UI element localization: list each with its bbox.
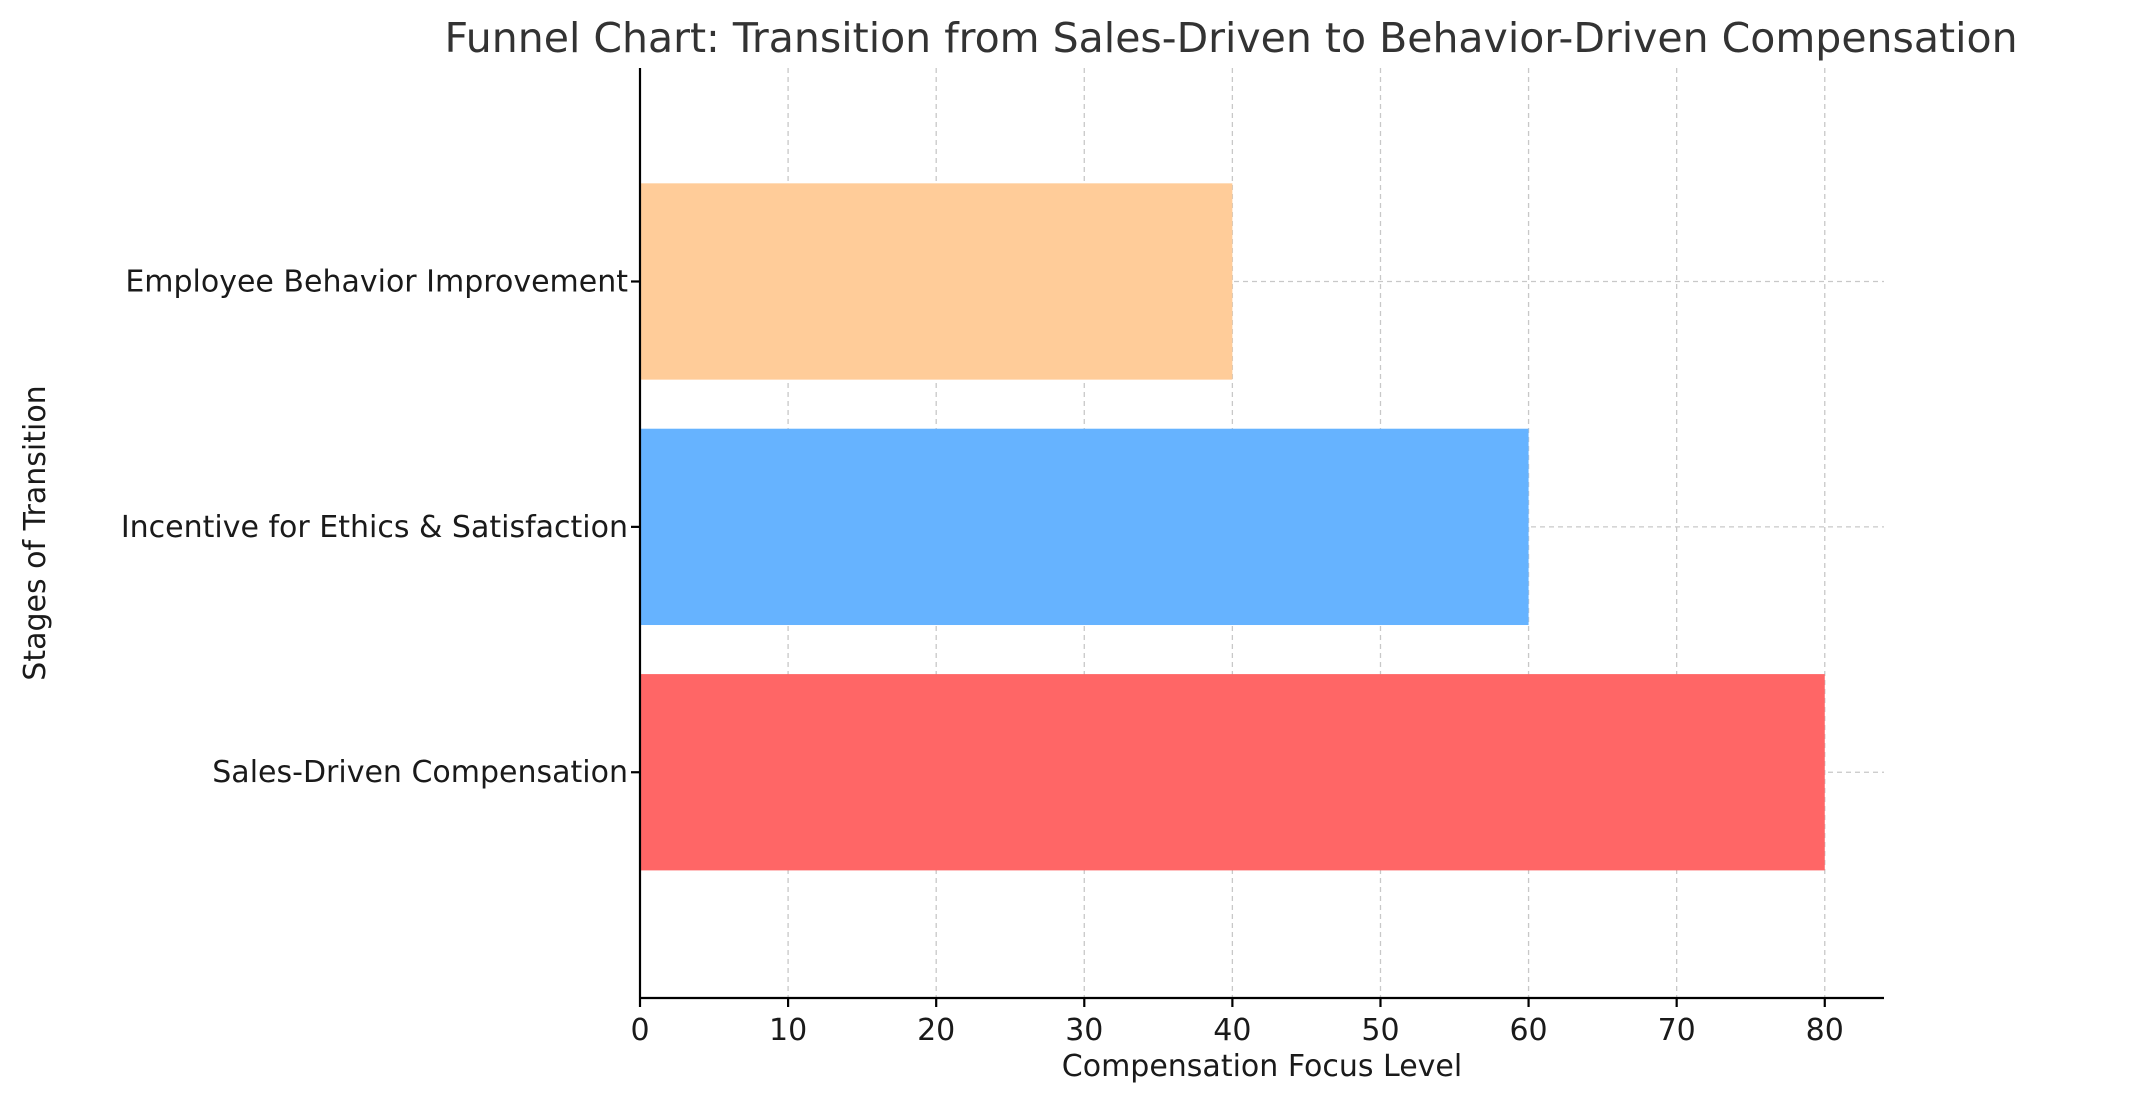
x-axis-ticks: 0 10 20 30 40 50 60 70 80 xyxy=(630,998,1844,1048)
chart-title: Funnel Chart: Transition from Sales-Driv… xyxy=(444,14,2017,62)
y-axis-label: Stages of Transition xyxy=(18,385,53,680)
x-tick-label: 40 xyxy=(1213,1013,1251,1048)
x-tick-label: 30 xyxy=(1065,1013,1103,1048)
x-tick-label: 10 xyxy=(769,1013,807,1048)
y-tick-label: Sales-Driven Compensation xyxy=(212,755,628,790)
y-axis-ticks: Sales-Driven Compensation Incentive for E… xyxy=(121,264,640,790)
bar-employee-behavior-improvement xyxy=(640,183,1233,380)
x-tick-label: 80 xyxy=(1806,1013,1844,1048)
x-tick-label: 70 xyxy=(1658,1013,1696,1048)
bars xyxy=(640,183,1825,871)
x-tick-label: 20 xyxy=(917,1013,955,1048)
bar-incentive-for-ethics-satisfaction xyxy=(640,428,1529,626)
x-axis-label: Compensation Focus Level xyxy=(1062,1049,1462,1084)
x-tick-label: 50 xyxy=(1361,1013,1399,1048)
y-tick-label: Incentive for Ethics & Satisfaction xyxy=(121,510,628,545)
x-tick-label: 0 xyxy=(630,1013,649,1048)
x-tick-label: 60 xyxy=(1509,1013,1547,1048)
bar-sales-driven-compensation xyxy=(640,674,1825,871)
y-tick-label: Employee Behavior Improvement xyxy=(125,264,628,299)
